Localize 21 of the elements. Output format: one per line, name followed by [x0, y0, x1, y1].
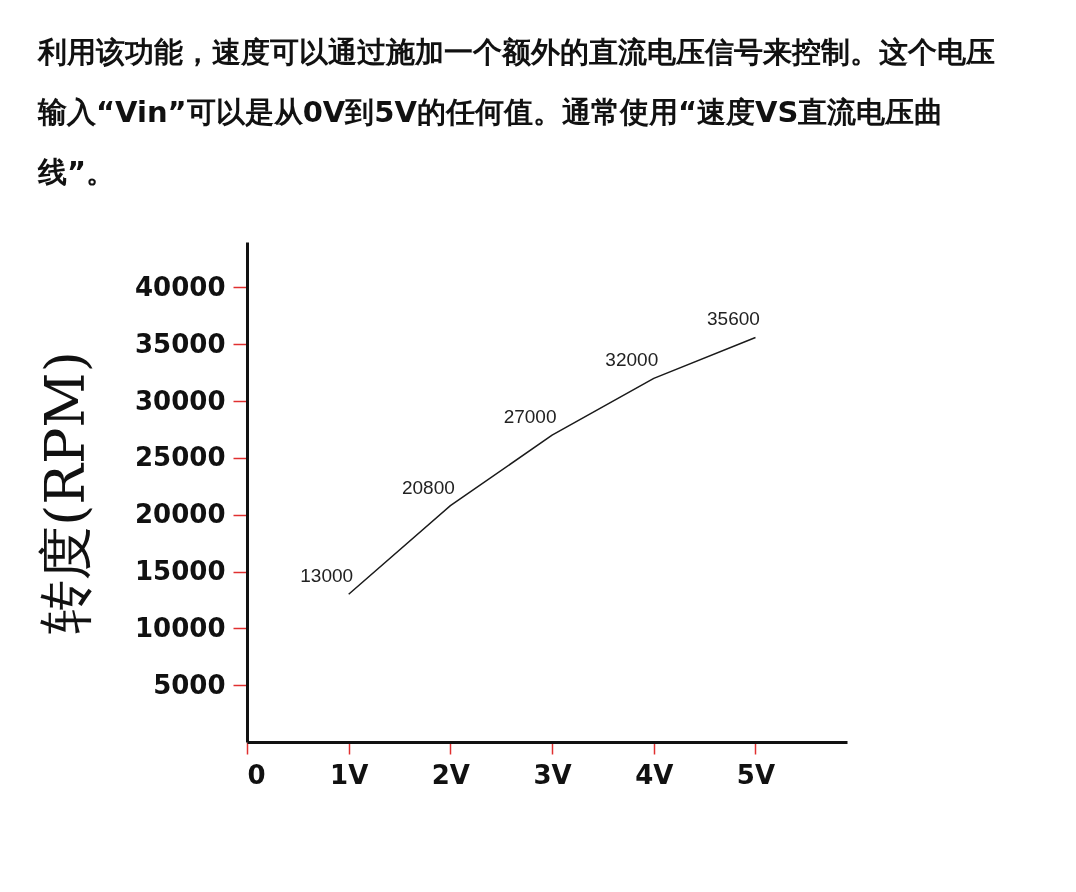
y-axis-title: 转度(RPM) — [34, 351, 98, 634]
x-tick-label: 1V — [330, 759, 369, 790]
data-label: 20800 — [401, 476, 455, 498]
y-tick-label: 10000 — [135, 612, 226, 643]
y-tick-label: 20000 — [135, 499, 226, 530]
data-label: 27000 — [503, 406, 557, 428]
data-label: 35600 — [707, 308, 760, 330]
chart-title: 利用该功能，速度可以通过施加一个额外的直流电压信号来控制。这个电压输入“Vin”可以是从0V到5V的任何值。通常使用“速度VS直流电压曲线”。 — [38, 34, 996, 191]
y-tick-label: 15000 — [135, 556, 226, 587]
data-label: 13000 — [300, 565, 354, 587]
y-tick-label: 30000 — [135, 385, 226, 416]
y-tick-label: 40000 — [135, 271, 226, 302]
x-tick-label: 5V — [736, 759, 776, 790]
x-tick-label: 2V — [431, 759, 470, 790]
y-tick-label: 25000 — [135, 442, 226, 473]
x-tick-label: 0 — [247, 759, 266, 790]
y-tick-label: 5000 — [153, 669, 226, 700]
data-label: 32000 — [605, 349, 659, 371]
y-tick-label: 35000 — [135, 328, 226, 359]
x-tick-label: 3V — [533, 759, 572, 790]
x-tick-label: 4V — [635, 759, 674, 790]
